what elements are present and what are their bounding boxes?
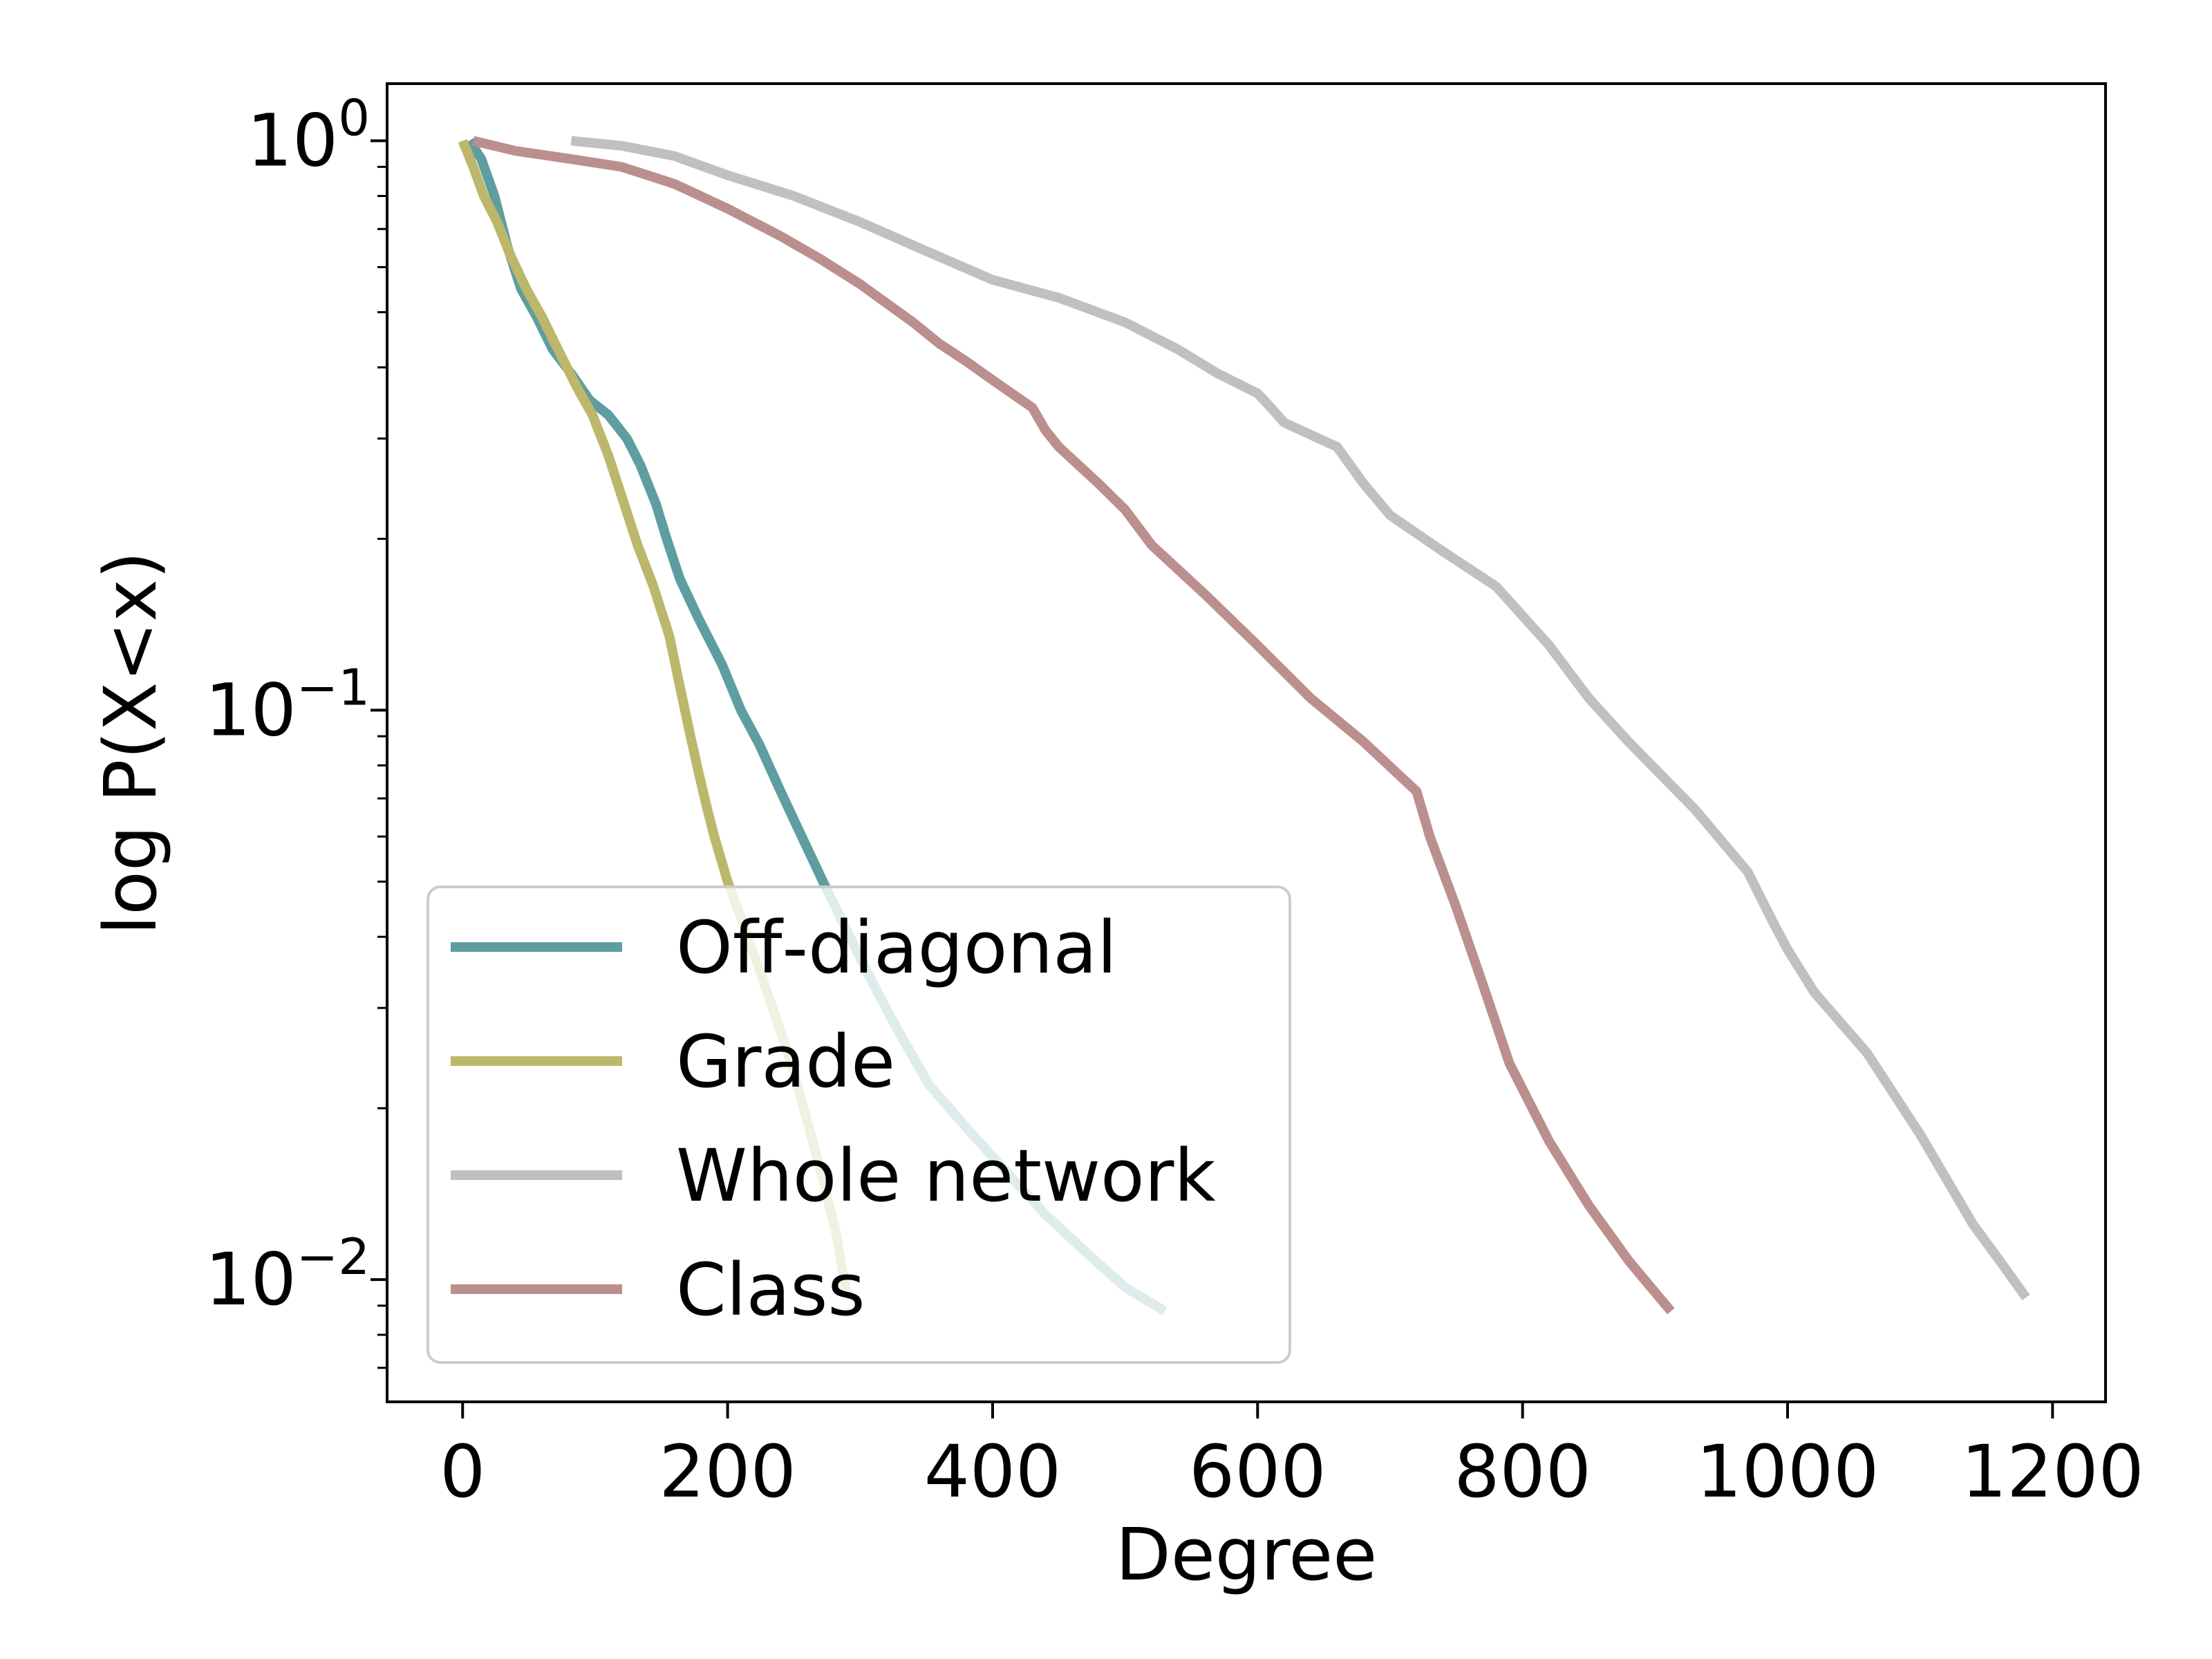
y-axis-label: log P(X<x) xyxy=(88,551,173,935)
x-tick-label: 400 xyxy=(924,1430,1062,1514)
x-tick-label: 800 xyxy=(1454,1430,1591,1514)
legend-label-grade: Grade xyxy=(676,1020,895,1104)
x-axis-ticks: 0 200 400 600 800 1000 1200 xyxy=(440,1402,2144,1514)
axes-frame xyxy=(386,82,2107,1403)
x-tick-label: 1000 xyxy=(1696,1430,1880,1514)
legend-label-class: Class xyxy=(676,1248,865,1332)
y-tick-label: 10−1 xyxy=(205,658,370,752)
legend: Off-diagonal Grade Whole network Class xyxy=(427,885,1291,1364)
legend-label-off-diagonal: Off-diagonal xyxy=(676,906,1117,990)
legend-box xyxy=(427,885,1291,1364)
x-tick-label: 200 xyxy=(659,1430,796,1514)
series-line-class xyxy=(471,135,1675,1315)
y-tick-label: 10−2 xyxy=(205,1228,370,1322)
x-tick-label: 600 xyxy=(1189,1430,1327,1514)
y-axis-ticks: 100 10−1 10−2 xyxy=(205,89,387,1369)
legend-label-whole-network: Whole network xyxy=(676,1134,1216,1218)
series-line-whole-network xyxy=(570,135,2030,1301)
x-tick-label: 1200 xyxy=(1961,1430,2144,1514)
x-tick-label: 0 xyxy=(440,1430,485,1514)
y-tick-label: 100 xyxy=(247,89,370,183)
x-axis-label: Degree xyxy=(1116,1512,1378,1597)
